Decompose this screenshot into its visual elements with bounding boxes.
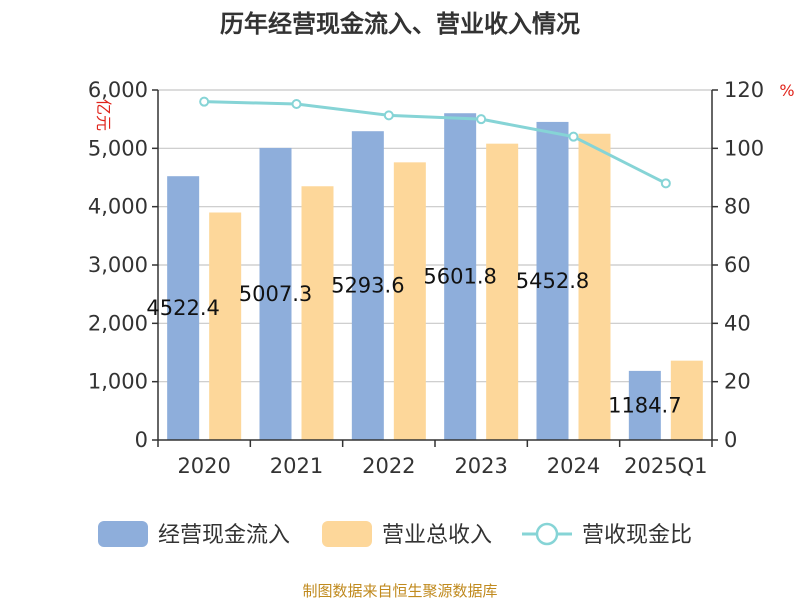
legend-marker bbox=[535, 522, 559, 546]
line-point bbox=[291, 99, 302, 109]
left-tick-label: 6,000 bbox=[88, 78, 148, 102]
data-labels: 4522.4 5007.3 5293.6 5601.8 5452.8 1184.7 bbox=[146, 265, 681, 418]
bar-operating-cash-inflow bbox=[259, 147, 292, 440]
right-tick-label: 20 bbox=[724, 370, 751, 394]
right-tick-label: 100 bbox=[724, 136, 764, 160]
legend-label: 经营现金流入 bbox=[158, 523, 290, 548]
data-label: 5007.3 bbox=[239, 282, 312, 306]
data-label: 5293.6 bbox=[331, 274, 404, 298]
legend-swatch-total-revenue bbox=[322, 521, 372, 547]
legend: 经营现金流入 营业总收入 营收现金比 bbox=[98, 521, 692, 548]
data-label: 1184.7 bbox=[608, 393, 681, 417]
bar-total-revenue bbox=[578, 133, 611, 440]
x-tick-label: 2025Q1 bbox=[624, 454, 707, 478]
left-tick-label: 4,000 bbox=[88, 195, 148, 219]
line-point bbox=[660, 178, 671, 189]
line-point bbox=[383, 110, 394, 121]
x-tick-label: 2022 bbox=[362, 454, 415, 478]
right-tick-label: 80 bbox=[724, 195, 751, 219]
left-tick-label: 1,000 bbox=[88, 370, 148, 394]
line-point bbox=[199, 96, 210, 107]
bar-total-revenue bbox=[486, 143, 519, 440]
bar-operating-cash-inflow bbox=[536, 121, 569, 441]
axes: 0 1,000 2,000 3,000 4,000 5,000 6,000 0 20 40 60 80… bbox=[88, 78, 764, 478]
bar-operating-cash-inflow bbox=[167, 176, 200, 440]
data-label: 5452.8 bbox=[516, 269, 589, 293]
bar-total-revenue bbox=[209, 212, 242, 440]
line-cash-revenue-ratio bbox=[204, 100, 667, 185]
legend-label: 营业总收入 bbox=[382, 523, 492, 548]
line-series bbox=[199, 96, 671, 189]
right-tick-label: 60 bbox=[724, 253, 751, 277]
right-tick-label: 120 bbox=[724, 78, 764, 102]
right-tick-label: 0 bbox=[724, 428, 737, 452]
left-tick-label: 2,000 bbox=[88, 311, 148, 335]
x-tick-label: 2023 bbox=[454, 454, 507, 478]
left-tick-label: 3,000 bbox=[88, 253, 148, 277]
bar-operating-cash-inflow bbox=[628, 370, 661, 440]
line-point bbox=[568, 131, 579, 142]
left-axis-unit: 亿元 bbox=[94, 99, 113, 131]
legend-label: 营收现金比 bbox=[582, 523, 692, 548]
data-label: 5601.8 bbox=[423, 265, 496, 289]
bar-operating-cash-inflow bbox=[351, 131, 384, 440]
x-tick-label: 2024 bbox=[547, 454, 600, 478]
chart-title: 历年经营现金流入、营业收入情况 bbox=[220, 10, 580, 38]
right-axis-unit: % bbox=[779, 81, 794, 100]
right-tick-label: 40 bbox=[724, 311, 751, 335]
bar-total-revenue bbox=[393, 162, 426, 441]
left-tick-label: 5,000 bbox=[88, 136, 148, 160]
bar-total-revenue bbox=[301, 186, 334, 440]
bar-total-revenue bbox=[670, 360, 703, 440]
left-tick-label: 0 bbox=[135, 428, 148, 452]
gridlines bbox=[158, 89, 712, 383]
x-tick-label: 2020 bbox=[177, 454, 230, 478]
line-point bbox=[476, 114, 487, 125]
legend-swatch-operating-cash-inflow bbox=[98, 521, 148, 547]
source-note: 制图数据来自恒生聚源数据库 bbox=[302, 582, 497, 600]
bar-operating-cash-inflow bbox=[444, 113, 477, 440]
bars bbox=[167, 113, 703, 441]
x-tick-label: 2021 bbox=[270, 454, 323, 478]
data-label: 4522.4 bbox=[146, 296, 219, 320]
